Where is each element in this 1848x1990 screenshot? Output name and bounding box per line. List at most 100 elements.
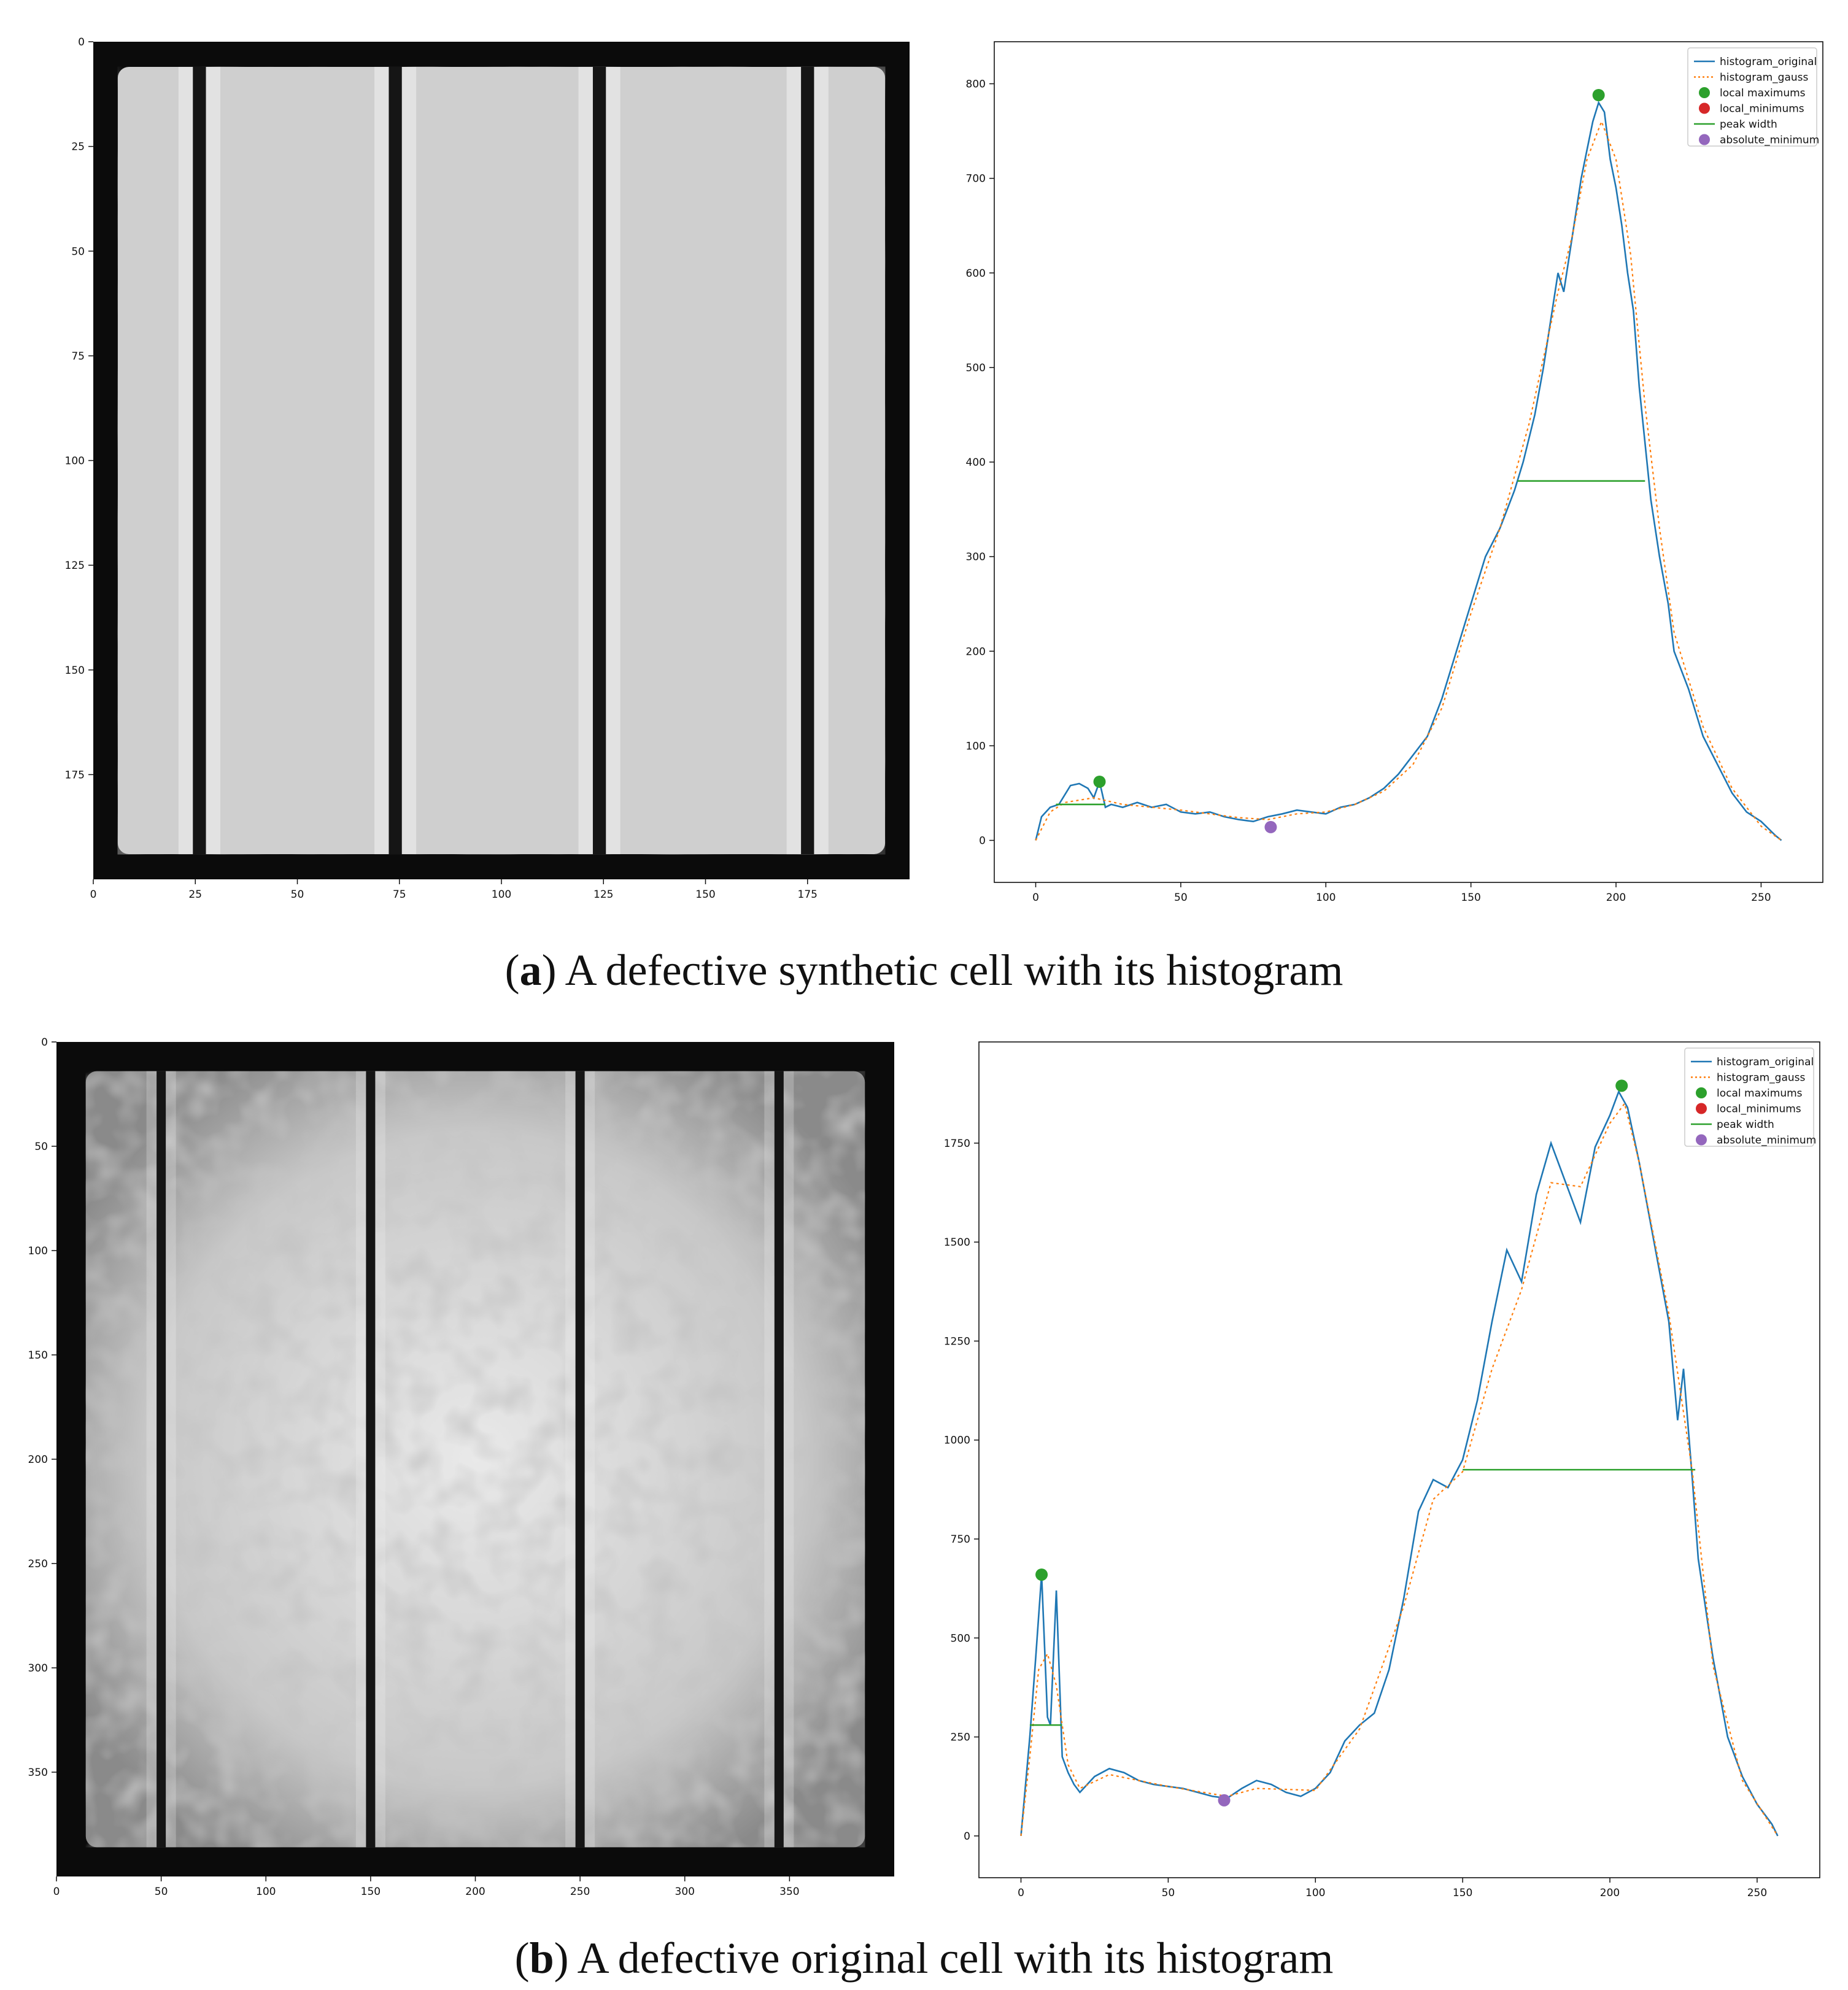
- b-legend-label-3: local_minimums: [1717, 1103, 1801, 1116]
- b-ytick-label-1: 250: [951, 1732, 970, 1744]
- a-xtick-label-7: 175: [798, 889, 818, 901]
- caption-a-letter: a: [519, 946, 542, 995]
- b-xtick-label-7: 350: [779, 1886, 799, 1898]
- a-local-maximum-0: [1093, 775, 1106, 788]
- a-ytick-label-1: 25: [71, 141, 85, 153]
- b-xtick-label-2: 100: [1305, 1887, 1325, 1899]
- a-xtick-label-3: 150: [1461, 892, 1480, 904]
- b-series-histogram-original: [1020, 1089, 1779, 1837]
- a-legend-swatch-3: [1699, 102, 1710, 114]
- a-plot-frame: [994, 41, 1823, 883]
- a-xtick-label-0: 0: [90, 889, 97, 901]
- b-ytick-label-3: 150: [28, 1349, 48, 1362]
- a-xtick-label-3: 75: [393, 889, 406, 901]
- b-xtick-label-3: 150: [1453, 1887, 1472, 1899]
- b-plot-frame: [978, 1041, 1820, 1878]
- a-ytick-label-0: 0: [78, 36, 85, 48]
- a-local-maximum-1: [1592, 88, 1605, 101]
- a-xtick-label-6: 150: [695, 889, 715, 901]
- b-absolute-minimum: [1218, 1794, 1231, 1807]
- a-series-histogram-gauss: [1035, 120, 1782, 841]
- a-ytick-label-7: 175: [65, 769, 85, 781]
- a-ytick-label-1: 100: [966, 740, 986, 752]
- b-ytick-label-2: 100: [28, 1245, 48, 1257]
- caption-b-letter: b: [529, 1934, 554, 1983]
- b-local-maximum-0: [1035, 1568, 1048, 1581]
- original-cell-image: 0 50 100 150 200 250 300 350 0 50 100 150 200 250 300 3…: [28, 1036, 894, 1898]
- b-ytick-label-0: 0: [41, 1036, 48, 1049]
- synthetic-cell-image: 0 25 50 75 100 125 150 175 0 25 50 75 100 125 150 175: [65, 36, 910, 901]
- a-ytick-label-8: 800: [966, 79, 986, 91]
- a-ytick-label-4: 100: [65, 455, 85, 468]
- a-ytick-label-0: 0: [979, 835, 986, 847]
- a-ytick-label-6: 600: [966, 268, 986, 280]
- b-local-maximum-1: [1615, 1079, 1628, 1092]
- b-ytick-label-0: 0: [964, 1830, 970, 1843]
- b-busbar-0: [157, 1071, 166, 1848]
- b-xtick-label-5: 250: [570, 1886, 590, 1898]
- a-xtick-label-2: 50: [291, 889, 304, 901]
- b-legend-label-4: peak width: [1717, 1119, 1774, 1131]
- a-legend-label-3: local_minimums: [1720, 103, 1804, 115]
- a-busbar-2: [592, 66, 606, 855]
- a-ytick-label-7: 700: [966, 173, 986, 185]
- b-ytick-label-4: 1000: [944, 1435, 970, 1447]
- b-legend-label-0: histogram_original: [1717, 1056, 1814, 1068]
- a-ytick-label-3: 300: [966, 551, 986, 563]
- b-legend-swatch-5: [1696, 1134, 1707, 1146]
- a-ytick-label-4: 400: [966, 457, 986, 469]
- a-xtick-label-1: 25: [188, 889, 202, 901]
- a-ytick-label-2: 200: [966, 646, 986, 658]
- b-xtick-label-6: 300: [675, 1886, 695, 1898]
- b-cell-texture: [85, 1071, 865, 1848]
- b-ytick-label-7: 350: [28, 1767, 48, 1779]
- b-ytick-label-3: 750: [951, 1533, 970, 1546]
- b-legend-label-2: local maximums: [1717, 1087, 1803, 1100]
- a-legend-label-5: absolute_minimum: [1720, 134, 1819, 147]
- caption-b: (b) A defective original cell with its h…: [514, 1934, 1334, 1983]
- b-legend-label-5: absolute_minimum: [1717, 1135, 1816, 1147]
- a-ytick-label-5: 500: [966, 362, 986, 374]
- a-legend-label-2: local maximums: [1720, 87, 1806, 99]
- a-xtick-label-2: 100: [1316, 892, 1336, 904]
- b-legend-swatch-2: [1696, 1087, 1707, 1098]
- b-ytick-label-6: 1500: [944, 1236, 970, 1249]
- a-legend-swatch-5: [1699, 134, 1710, 145]
- a-xtick-label-0: 0: [1032, 892, 1039, 904]
- b-xtick-label-2: 100: [256, 1886, 276, 1898]
- b-busbar-2: [575, 1071, 585, 1848]
- a-cell-texture: [117, 66, 886, 855]
- a-absolute-minimum: [1264, 820, 1277, 833]
- b-ytick-label-2: 500: [951, 1632, 970, 1645]
- b-xtick-label-0: 0: [53, 1886, 60, 1898]
- a-legend-label-0: histogram_original: [1720, 56, 1817, 68]
- a-busbar-0: [193, 66, 206, 855]
- a-ytick-label-2: 50: [71, 245, 85, 258]
- a-ytick-label-3: 75: [71, 350, 85, 363]
- b-ytick-label-1: 50: [34, 1141, 48, 1153]
- a-xtick-label-1: 50: [1174, 892, 1188, 904]
- a-busbar-3: [801, 66, 814, 855]
- b-legend-label-1: histogram_gauss: [1717, 1072, 1806, 1084]
- a-series-histogram-original: [1035, 101, 1782, 841]
- b-xtick-label-4: 200: [465, 1886, 485, 1898]
- b-xtick-label-3: 150: [361, 1886, 381, 1898]
- b-ytick-label-6: 300: [28, 1662, 48, 1675]
- b-legend-box: [1684, 1047, 1814, 1147]
- b-legend-swatch-3: [1696, 1103, 1707, 1114]
- a-legend-label-4: peak width: [1720, 118, 1777, 131]
- b-xtick-label-0: 0: [1018, 1887, 1024, 1899]
- b-ytick-label-5: 250: [28, 1558, 48, 1570]
- b-xtick-label-1: 50: [1162, 1887, 1175, 1899]
- a-ytick-label-6: 150: [65, 665, 85, 677]
- a-busbar-1: [389, 66, 402, 855]
- b-xtick-label-4: 200: [1600, 1887, 1620, 1899]
- caption-a-text: ) A defective synthetic cell with its hi…: [541, 946, 1343, 995]
- a-xtick-label-5: 125: [593, 889, 613, 901]
- a-legend-box: [1687, 47, 1817, 147]
- a-ytick-label-5: 125: [65, 560, 85, 572]
- original-cell-histogram: 0 50 100 150 200 250 0 250 500 750 1000 1250 1500 175…: [944, 1041, 1820, 1899]
- caption-a: (a) A defective synthetic cell with its …: [505, 946, 1343, 995]
- b-busbar-3: [774, 1071, 784, 1848]
